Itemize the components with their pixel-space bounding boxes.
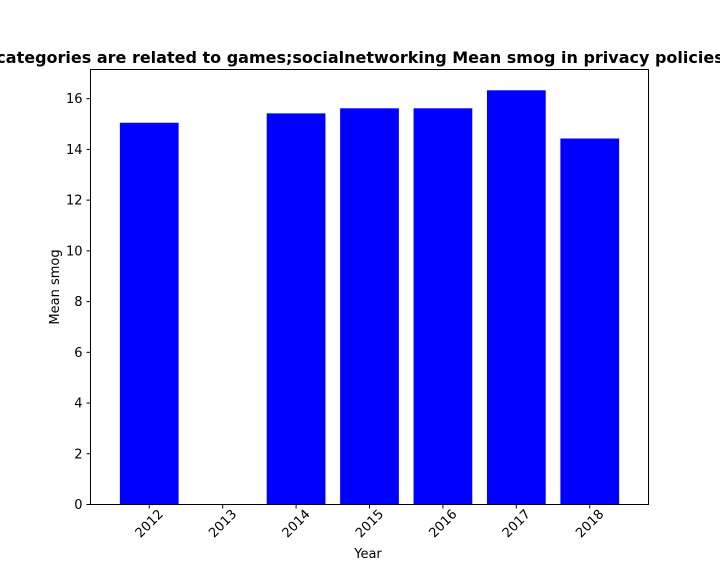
y-tick-label: 10: [66, 244, 83, 259]
y-tick-label: 16: [66, 92, 83, 107]
x-tick-label: 2017: [500, 507, 534, 541]
y-tick-label: 12: [66, 194, 83, 209]
x-tick-label: 2016: [426, 507, 460, 541]
bars-layer: [119, 90, 620, 505]
y-tick-label: 14: [66, 143, 83, 158]
bar-2015: [340, 108, 399, 505]
y-axis: 0 2 4 6 8 10 12 14 16: [66, 92, 91, 513]
x-axis-label: Year: [353, 547, 382, 562]
y-tick-label: 4: [74, 397, 82, 412]
x-tick-label: 2012: [133, 507, 167, 541]
bar-2016: [413, 108, 473, 505]
x-tick-label: 2015: [353, 507, 387, 541]
y-axis-label: Mean smog: [48, 249, 63, 324]
bar-2017: [486, 90, 546, 505]
x-tick-label: 2013: [206, 507, 240, 541]
y-tick-label: 8: [74, 295, 82, 310]
chart-title: categories are related to games;socialne…: [0, 48, 720, 67]
x-axis: 2012 2013 2014 2015 2016 2017 2018: [133, 504, 607, 541]
bar-2014: [266, 113, 326, 505]
y-tick-label: 0: [74, 498, 82, 513]
plot-frame: [90, 69, 649, 505]
bar-2012: [119, 122, 179, 505]
y-tick-label: 2: [74, 447, 82, 462]
x-tick-label: 2018: [573, 507, 607, 541]
x-tick-label: 2014: [280, 507, 314, 541]
y-tick-label: 6: [74, 346, 82, 361]
bar-2018: [560, 138, 620, 505]
